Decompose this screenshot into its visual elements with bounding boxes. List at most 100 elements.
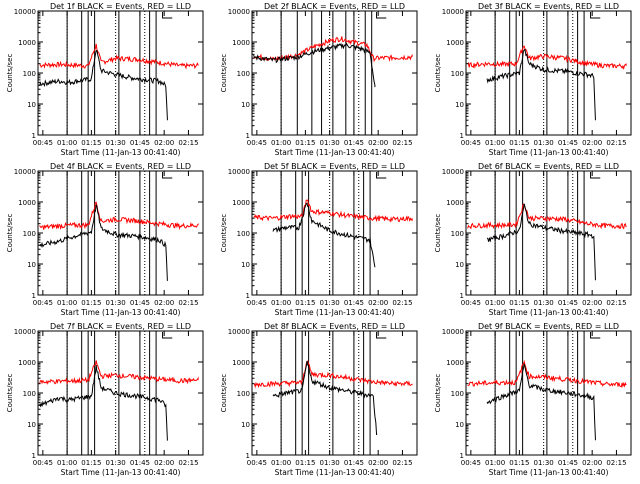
x-axis-label-8: Start Time (11-Jan-13 00:41:40) [275, 468, 395, 477]
lld-series-9 [467, 359, 627, 388]
x-axis-label-3: Start Time (11-Jan-13 00:41:40) [489, 148, 609, 157]
events-series-4 [39, 204, 168, 281]
panel-3: 1 10 100 1000 10000 00:45 01:00 01:15 01:30 01:45… [434, 2, 632, 157]
xtick-label-1-0: 00:45 [33, 139, 53, 147]
panel-9: 1 10 100 1000 10000 00:45 01:00 01:15 01:30 01:45… [434, 322, 632, 477]
ytick-label-1-0: 1 [32, 132, 36, 140]
xtick-label-9-4: 01:45 [558, 459, 578, 467]
panel-title-7: Det 7f BLACK = Events, RED = LLD [50, 322, 191, 331]
marker-bracket-6 [590, 172, 601, 179]
marker-bracket-1 [162, 12, 173, 19]
xtick-label-4-4: 01:45 [130, 299, 150, 307]
ytick-label-6-1: 10 [455, 261, 464, 269]
y-axis-label-5: Counts/sec [220, 214, 228, 253]
events-series-3 [486, 48, 596, 121]
ytick-label-7-2: 100 [23, 390, 36, 398]
xtick-label-3-3: 01:30 [534, 139, 554, 147]
ytick-label-9-2: 100 [451, 390, 464, 398]
lld-series-4 [39, 201, 199, 231]
xtick-label-4-1: 01:00 [57, 299, 77, 307]
y-axis-label-1: Counts/sec [6, 54, 14, 93]
lld-series-5 [253, 199, 413, 223]
xtick-label-4-5: 02:00 [154, 299, 174, 307]
marker-bracket-2 [376, 12, 387, 19]
y-axis-label-6: Counts/sec [434, 214, 442, 253]
ytick-label-2-0: 1 [246, 132, 250, 140]
xtick-label-8-1: 01:00 [271, 459, 291, 467]
ytick-label-8-2: 100 [237, 390, 250, 398]
ytick-label-4-3: 1000 [18, 199, 36, 207]
panel-2: 1 10 100 1000 10000 00:45 01:00 01:15 01:30 01:45… [220, 2, 418, 157]
xtick-label-4-3: 01:30 [106, 299, 126, 307]
panel-title-2: Det 2f BLACK = Events, RED = LLD [264, 2, 405, 11]
xtick-label-2-3: 01:30 [320, 139, 340, 147]
x-axis-label-4: Start Time (11-Jan-13 00:41:40) [61, 308, 181, 317]
events-series-6 [486, 203, 596, 281]
xtick-label-9-5: 02:00 [582, 459, 602, 467]
xtick-label-4-6: 02:15 [178, 299, 198, 307]
ytick-label-1-4: 10000 [14, 8, 36, 16]
xtick-label-1-4: 01:45 [130, 139, 150, 147]
panel-5: 1 10 100 1000 10000 00:45 01:00 01:15 01:30 01:45… [220, 162, 418, 317]
xtick-label-8-0: 00:45 [247, 459, 267, 467]
ytick-label-2-1: 10 [241, 101, 250, 109]
panel-title-4: Det 4f BLACK = Events, RED = LLD [50, 162, 191, 171]
ytick-label-5-0: 1 [246, 292, 250, 300]
xtick-label-2-4: 01:45 [344, 139, 364, 147]
panel-1: 1 10 100 1000 10000 00:45 01:00 01:15 01:30 01:45… [6, 2, 204, 157]
panel-title-9: Det 9f BLACK = Events, RED = LLD [478, 322, 619, 331]
ytick-label-8-0: 1 [246, 452, 250, 460]
y-axis-label-9: Counts/sec [434, 374, 442, 413]
xtick-label-1-3: 01:30 [106, 139, 126, 147]
ytick-label-9-1: 10 [455, 421, 464, 429]
xtick-label-5-4: 01:45 [344, 299, 364, 307]
x-axis-label-2: Start Time (11-Jan-13 00:41:40) [275, 148, 395, 157]
xtick-label-9-3: 01:30 [534, 459, 554, 467]
y-axis-label-4: Counts/sec [6, 214, 14, 253]
ytick-label-4-2: 100 [23, 230, 36, 238]
ytick-label-8-1: 10 [241, 421, 250, 429]
axes-frame-9 [465, 330, 632, 456]
xtick-label-6-4: 01:45 [558, 299, 578, 307]
xtick-label-5-0: 00:45 [247, 299, 267, 307]
xtick-label-3-5: 02:00 [582, 139, 602, 147]
marker-bracket-4 [162, 172, 173, 179]
ytick-label-3-1: 10 [455, 101, 464, 109]
ytick-label-7-4: 10000 [14, 328, 36, 336]
ytick-label-3-2: 100 [451, 70, 464, 78]
xtick-label-6-0: 00:45 [461, 299, 481, 307]
ytick-label-5-3: 1000 [232, 199, 250, 207]
xtick-label-5-2: 01:15 [295, 299, 315, 307]
x-axis-label-6: Start Time (11-Jan-13 00:41:40) [489, 308, 609, 317]
ytick-label-6-4: 10000 [442, 168, 464, 176]
xtick-label-2-1: 01:00 [271, 139, 291, 147]
ytick-label-9-3: 1000 [446, 359, 464, 367]
x-axis-label-9: Start Time (11-Jan-13 00:41:40) [489, 468, 609, 477]
ytick-label-4-0: 1 [32, 292, 36, 300]
xtick-label-1-1: 01:00 [57, 139, 77, 147]
xtick-label-8-3: 01:30 [320, 459, 340, 467]
axes-frame-2 [251, 10, 418, 136]
xtick-label-3-1: 01:00 [485, 139, 505, 147]
x-axis-label-5: Start Time (11-Jan-13 00:41:40) [275, 308, 395, 317]
ytick-label-9-0: 1 [460, 452, 464, 460]
events-series-7 [39, 365, 168, 441]
xtick-label-9-0: 00:45 [461, 459, 481, 467]
panel-6: 1 10 100 1000 10000 00:45 01:00 01:15 01:30 01:45… [434, 162, 632, 317]
y-axis-label-2: Counts/sec [220, 54, 228, 93]
ytick-label-1-1: 10 [27, 101, 36, 109]
xtick-label-1-2: 01:15 [81, 139, 101, 147]
y-axis-label-7: Counts/sec [6, 374, 14, 413]
lld-series-1 [39, 43, 199, 70]
xtick-label-1-6: 02:15 [178, 139, 198, 147]
ytick-label-9-4: 10000 [442, 328, 464, 336]
xtick-label-7-0: 00:45 [33, 459, 53, 467]
ytick-label-5-4: 10000 [228, 168, 250, 176]
ytick-label-3-4: 10000 [442, 8, 464, 16]
ytick-label-4-1: 10 [27, 261, 36, 269]
ytick-label-2-2: 100 [237, 70, 250, 78]
xtick-label-6-1: 01:00 [485, 299, 505, 307]
ytick-label-1-3: 1000 [18, 39, 36, 47]
marker-bracket-5 [376, 172, 387, 179]
xtick-label-3-0: 00:45 [461, 139, 481, 147]
